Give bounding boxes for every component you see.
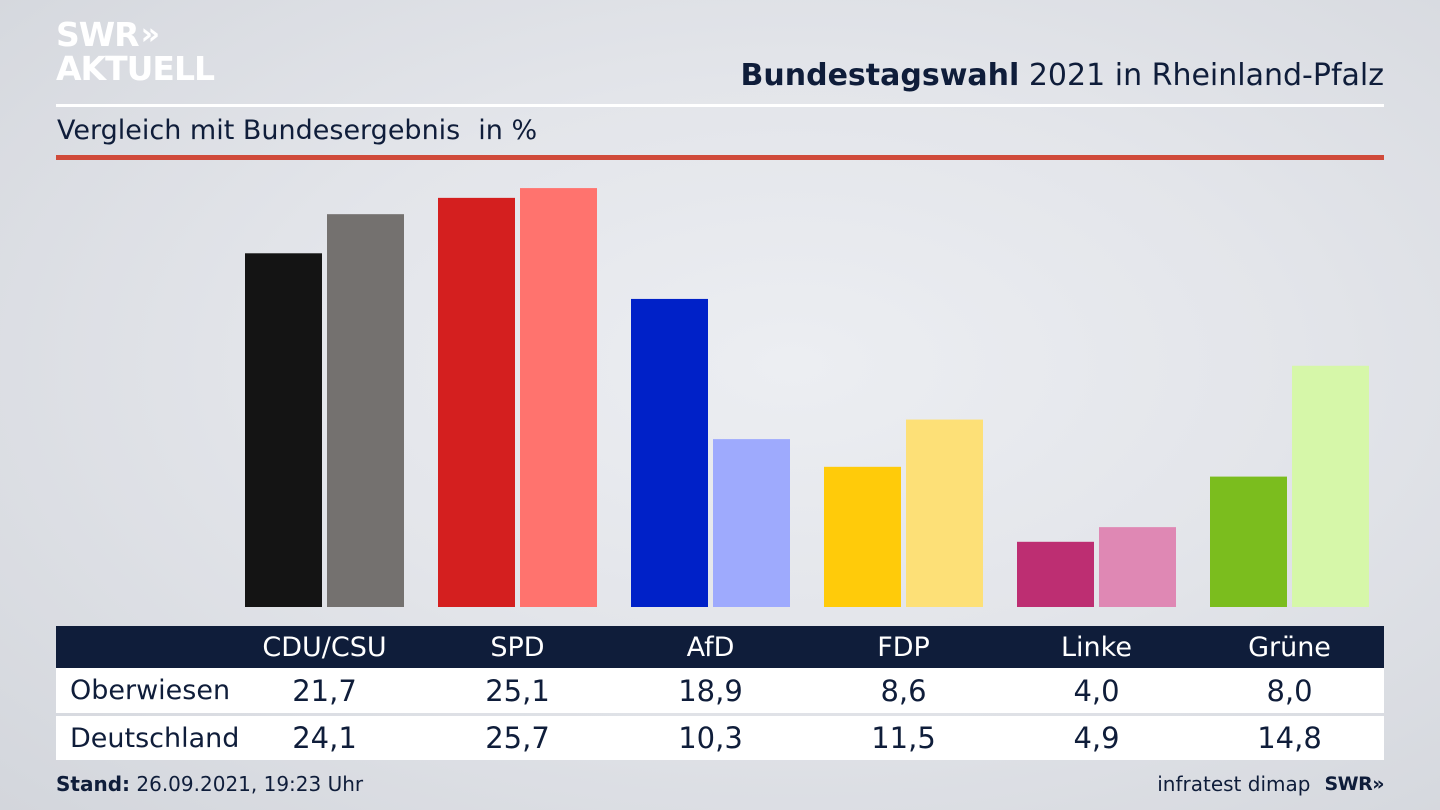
value-cell: 14,8	[1257, 721, 1322, 755]
bar-linke-oberwiesen	[1017, 541, 1094, 607]
value-cell: 25,1	[485, 673, 550, 708]
column-header: CDU/CSU	[262, 631, 387, 663]
bar-spd-oberwiesen	[438, 197, 515, 607]
logo-aktuell: AKTUELL	[56, 49, 215, 88]
value-cell: 10,3	[678, 721, 743, 755]
swr-aktuell-logo: SWR» AKTUELL	[56, 15, 215, 88]
source-label: infratest dimap	[1157, 772, 1311, 796]
bar-fdp-deutschland	[906, 419, 983, 607]
bar-afd-deutschland	[713, 439, 790, 607]
bar-grüne-oberwiesen	[1210, 476, 1287, 607]
value-cell: 18,9	[678, 673, 743, 708]
swr-chevrons-icon: »	[1372, 773, 1384, 795]
column-header: AfD	[686, 631, 735, 663]
bar-fdp-oberwiesen	[824, 466, 901, 607]
logo-swr: SWR	[56, 15, 140, 54]
bar-cducsu-deutschland	[327, 214, 404, 608]
swr-footer-logo: SWR»	[1324, 773, 1384, 795]
value-cell: 24,1	[292, 721, 357, 755]
bar-afd-oberwiesen	[631, 298, 708, 607]
value-cell: 11,5	[871, 721, 936, 755]
results-table: CDU/CSU SPD AfD FDP Linke Grüne Oberwiesen 21,…	[56, 626, 1384, 760]
chart-title: Bundestagswahl 2021 in Rheinland-Pfalz	[741, 58, 1384, 93]
chart-subtitle: Vergleich mit Bundesergebnis in %	[57, 115, 537, 146]
value-cell: 8,0	[1266, 673, 1313, 708]
column-header: FDP	[877, 631, 930, 663]
footer-source: infratest dimap SWR»	[1157, 772, 1384, 796]
stand-label: Stand:	[56, 772, 131, 796]
row-label: Oberwiesen	[70, 675, 231, 706]
title-rest: 2021 in Rheinland-Pfalz	[1028, 58, 1384, 93]
bar-linke-deutschland	[1099, 527, 1176, 607]
column-header: SPD	[490, 631, 545, 663]
row-label: Deutschland	[70, 722, 240, 754]
timestamp: Stand: 26.09.2021, 19:23 Uhr	[56, 772, 363, 796]
title-bold: Bundestagswahl	[740, 58, 1020, 93]
bar-chart	[245, 188, 1369, 608]
value-cell: 4,9	[1073, 721, 1120, 755]
value-cell: 8,6	[880, 673, 927, 708]
title-divider	[56, 104, 1384, 107]
subtitle-text: Vergleich mit Bundesergebnis	[57, 115, 461, 146]
value-cell: 4,0	[1073, 673, 1120, 708]
swr-footer-text: SWR	[1324, 773, 1373, 795]
column-header: Linke	[1061, 631, 1132, 663]
column-header: Grüne	[1248, 631, 1331, 663]
unit-label: in %	[478, 115, 538, 146]
value-cell: 21,7	[292, 673, 357, 708]
table-header-row: CDU/CSU SPD AfD FDP Linke Grüne	[56, 626, 1384, 668]
value-cell: 25,7	[485, 721, 550, 755]
table-row-oberwiesen: Oberwiesen 21,7 25,1 18,9 8,6 4,0 8,0	[56, 668, 1384, 713]
stand-value: 26.09.2021, 19:23 Uhr	[136, 772, 364, 796]
bar-cducsu-oberwiesen	[245, 253, 322, 608]
bar-spd-deutschland	[520, 188, 597, 607]
bar-grüne-deutschland	[1292, 365, 1369, 607]
accent-divider	[56, 155, 1384, 160]
table-row-deutschland: Deutschland 24,1 25,7 10,3 11,5 4,9 14,8	[56, 716, 1384, 760]
